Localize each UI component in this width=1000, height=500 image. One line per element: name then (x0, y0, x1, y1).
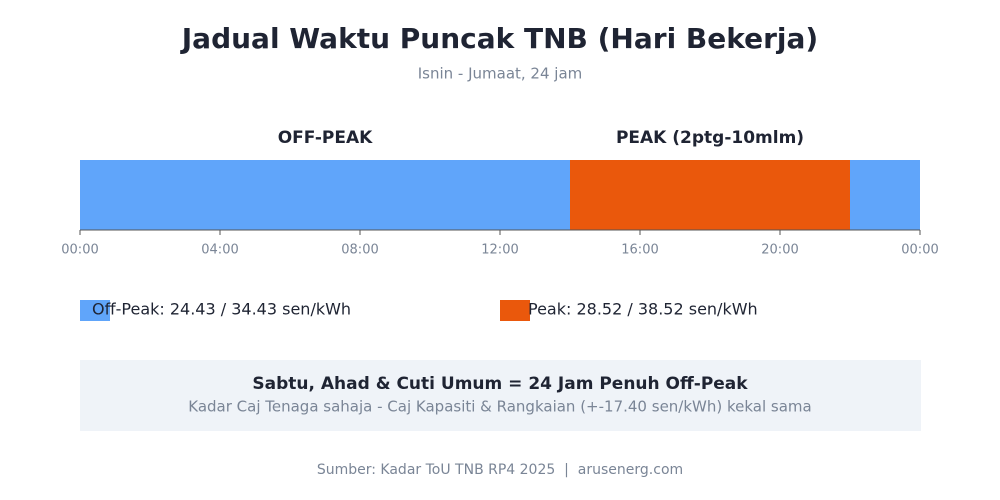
x-tick-label: 12:00 (481, 243, 518, 258)
x-tick-label: 00:00 (61, 243, 98, 258)
note-title: Sabtu, Ahad & Cuti Umum = 24 Jam Penuh O… (252, 374, 748, 394)
note-box (80, 360, 921, 431)
segment (850, 160, 920, 230)
source: Sumber: Kadar ToU TNB RP4 2025 | arusene… (317, 462, 683, 478)
x-tick-label: 08:00 (341, 243, 378, 258)
legend-label: Off-Peak: 24.43 / 34.43 sen/kWh (92, 300, 351, 319)
segment (80, 160, 570, 230)
x-tick-label: 04:00 (201, 243, 238, 258)
legend-swatch (80, 300, 110, 321)
segment-label: OFF-PEAK (278, 128, 373, 148)
legend-label: Peak: 28.52 / 38.52 sen/kWh (528, 300, 758, 319)
x-tick-label: 16:00 (621, 243, 658, 258)
x-tick-label: 20:00 (761, 243, 798, 258)
chart-subtitle: Isnin - Jumaat, 24 jam (418, 65, 583, 83)
chart-title: Jadual Waktu Puncak TNB (Hari Bekerja) (180, 22, 818, 55)
x-tick-label: 00:00 (901, 243, 938, 258)
note-text: Kadar Caj Tenaga sahaja - Caj Kapasiti &… (188, 398, 812, 416)
segment (570, 160, 850, 230)
legend-swatch (500, 300, 530, 321)
segment-label: PEAK (2ptg-10mlm) (616, 128, 804, 148)
